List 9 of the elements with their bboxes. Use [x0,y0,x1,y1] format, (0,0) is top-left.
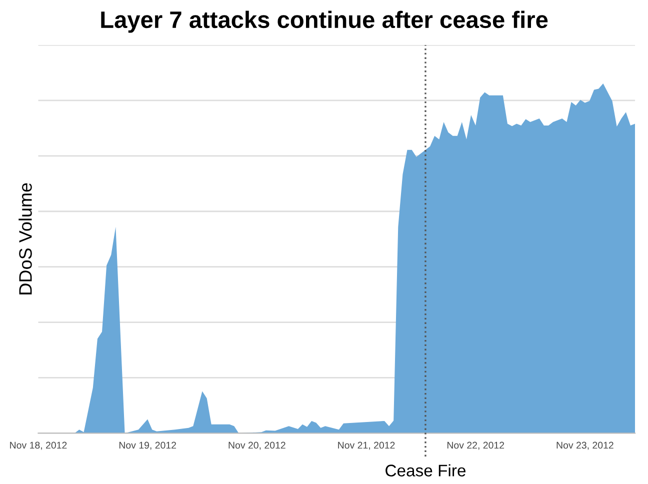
chart-title: Layer 7 attacks continue after cease fire [101,10,548,33]
ref-line-label: Cease Fire [386,464,466,476]
x-tick-label: Nov 19, 2012 [119,442,176,450]
x-tick-label: Nov 23, 2012 [556,442,614,450]
x-tick-label: Nov 21, 2012 [338,442,395,450]
y-axis-title: DDoS Volume [18,183,32,294]
x-tick-label: Nov 20, 2012 [228,442,286,450]
x-tick-label: Nov 18, 2012 [10,442,67,450]
x-tick-label: Nov 22, 2012 [447,442,504,450]
